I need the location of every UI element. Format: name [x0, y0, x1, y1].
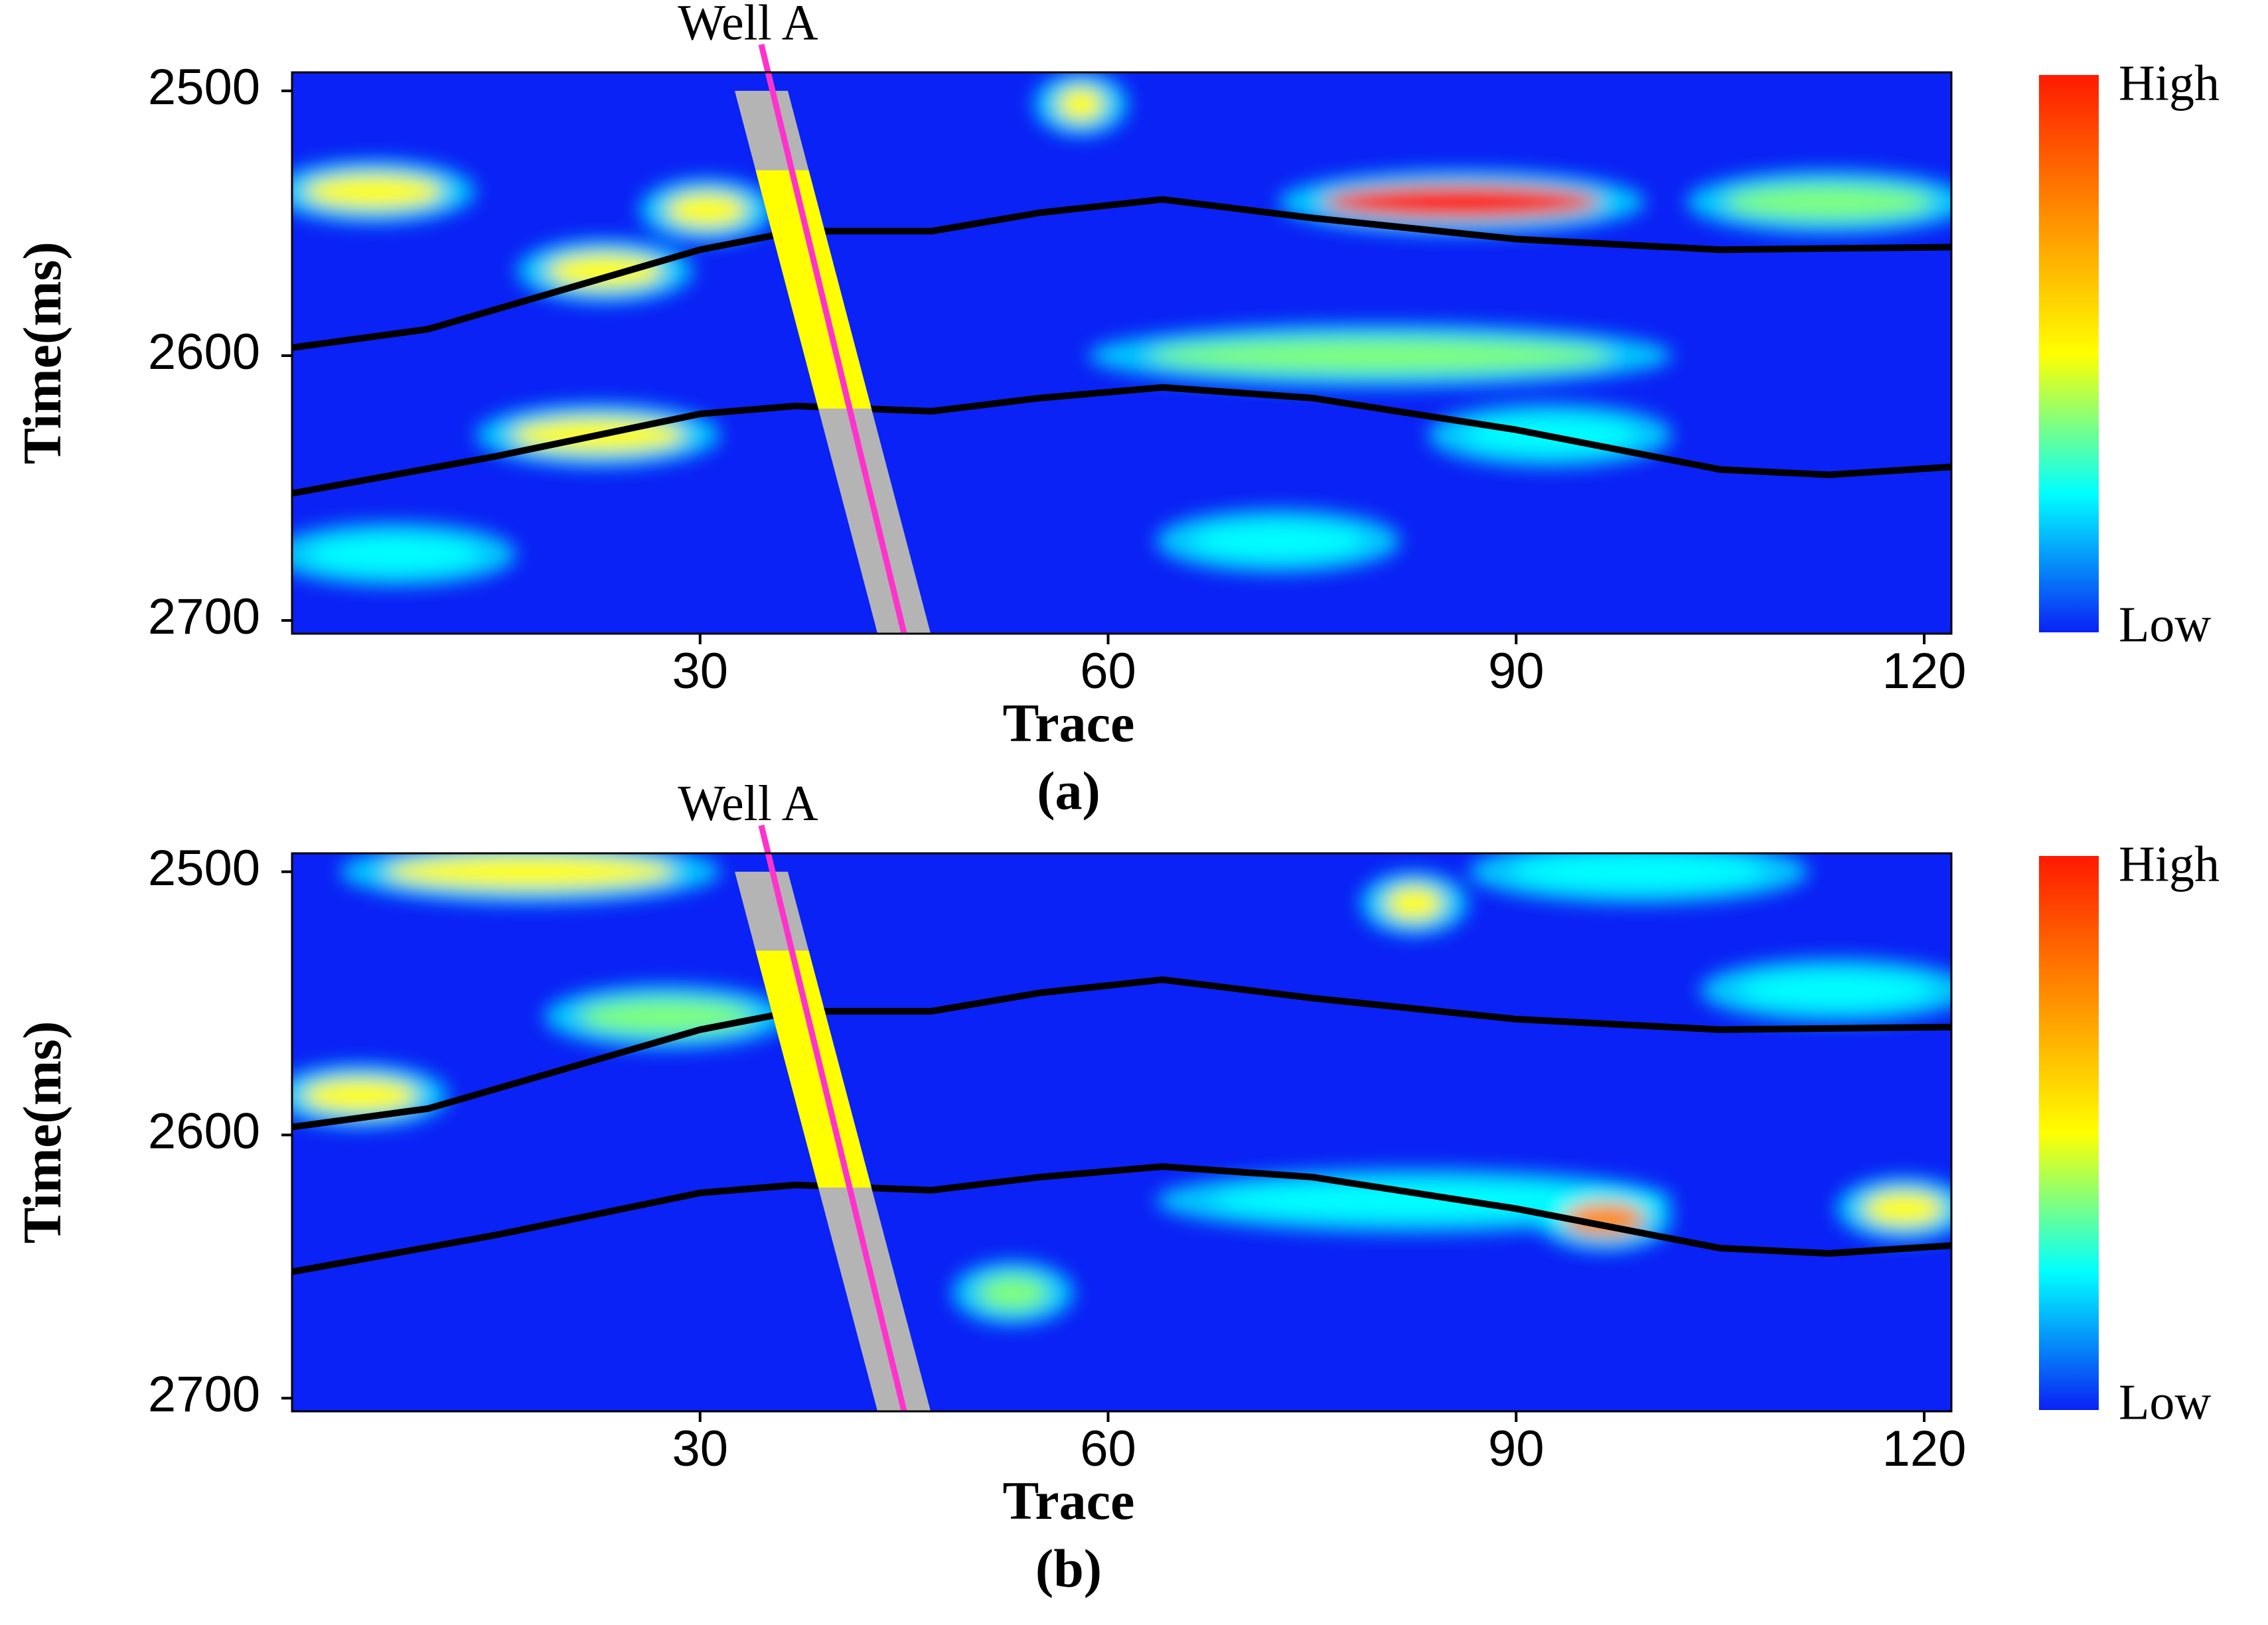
x-tick-label: 60 — [1080, 643, 1136, 699]
amplitude-core — [978, 1275, 1048, 1310]
plot-area — [292, 853, 1951, 1411]
horizon — [292, 1163, 1951, 1275]
plot-area — [292, 72, 1951, 634]
amplitude-core — [1323, 184, 1601, 220]
x-tick-label: 120 — [1882, 643, 1967, 699]
well-path — [758, 824, 907, 1413]
y-tick-label: 2700 — [148, 1366, 260, 1423]
amplitude-core — [304, 174, 443, 209]
amplitude-core — [666, 192, 747, 228]
colorbar — [2039, 856, 2099, 1410]
x-axis-label: Trace — [1003, 693, 1135, 753]
y-tick-label: 2500 — [148, 59, 260, 115]
amplitude-core — [1148, 338, 1612, 373]
amplitude-core — [385, 854, 675, 889]
horizon — [292, 384, 1951, 497]
amplitude-core — [1724, 184, 1933, 220]
amplitude-field — [292, 853, 1951, 1325]
amplitude-core — [547, 253, 663, 289]
x-tick-label: 60 — [1080, 1421, 1136, 1477]
amplitude-core — [579, 999, 753, 1034]
amplitude-core — [307, 537, 481, 572]
amplitude-core — [1385, 886, 1444, 921]
amplitude-core — [302, 1078, 418, 1113]
y-tick-label: 2700 — [148, 589, 260, 645]
amplitude-core — [1863, 1191, 1945, 1226]
x-tick-label: 120 — [1882, 1421, 1967, 1477]
plot-background — [292, 853, 1951, 1411]
x-tick-label: 30 — [672, 1421, 728, 1477]
colorbar — [2039, 75, 2099, 632]
amplitude-core — [1511, 854, 1766, 889]
colorbar-high-label: High — [2119, 836, 2220, 892]
y-tick-label: 2500 — [148, 840, 260, 896]
y-tick-label: 2600 — [148, 1103, 260, 1160]
x-tick-label: 90 — [1488, 1421, 1545, 1477]
y-tick-label: 2600 — [148, 324, 260, 380]
colorbar-high-label: High — [2119, 55, 2220, 111]
amplitude-core — [1191, 524, 1365, 559]
colorbar-low-label: Low — [2119, 597, 2211, 652]
well-name: Well A — [678, 776, 818, 831]
amplitude-core — [1057, 86, 1104, 121]
y-axis-label: Time(ms) — [12, 1021, 72, 1244]
horizon — [292, 976, 1951, 1131]
well-path — [758, 43, 907, 635]
x-tick-label: 90 — [1488, 643, 1545, 699]
caption: (b) — [1035, 1538, 1102, 1598]
x-axis-label: Trace — [1003, 1470, 1135, 1531]
well-highlight — [755, 950, 871, 1188]
horizon — [292, 196, 1951, 351]
y-axis-label: Time(ms) — [12, 242, 72, 464]
x-tick-label: 30 — [672, 643, 728, 699]
plot-frame — [291, 852, 1953, 1413]
well-name: Well A — [678, 0, 818, 50]
colorbar-low-label: Low — [2119, 1374, 2211, 1430]
plot-frame — [291, 71, 1953, 635]
well-highlight — [755, 170, 871, 409]
caption: (a) — [1037, 760, 1100, 821]
amplitude-core — [1737, 973, 1934, 1008]
